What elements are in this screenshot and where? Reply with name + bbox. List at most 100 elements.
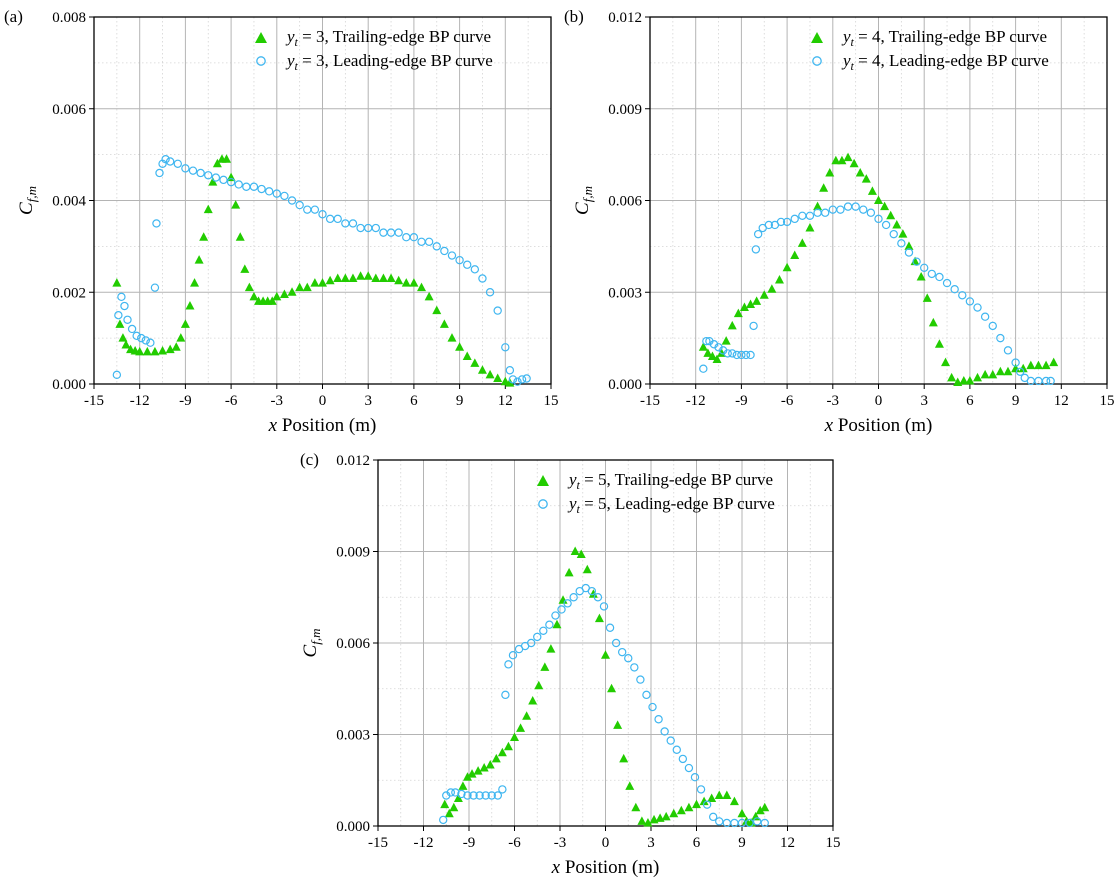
data-point-triangle [855, 167, 865, 177]
legend-text: = 5, Trailing-edge BP curve [580, 470, 773, 489]
x-axis-var: x [268, 415, 278, 436]
data-point-circle [912, 257, 921, 266]
x-tick-label: 12 [1054, 393, 1069, 409]
data-point-circle [836, 205, 845, 214]
data-point-triangle [158, 345, 168, 355]
data-point-circle [702, 800, 712, 809]
x-axis-var: x [551, 857, 561, 878]
data-point-triangle [699, 796, 709, 806]
data-point-triangle [470, 358, 480, 367]
data-point-circle [114, 310, 123, 320]
legend-marker-circle [256, 56, 266, 66]
data-point-circle [463, 260, 472, 269]
data-point-circle [660, 727, 669, 736]
data-point-circle [752, 817, 762, 826]
data-point-triangle [564, 567, 574, 577]
data-point-circle [117, 292, 126, 302]
data-point-circle [958, 291, 967, 300]
legend-label: yt = 4, Leading-edge BP curve [841, 51, 1049, 73]
data-point-circle [424, 237, 434, 246]
data-point-circle [120, 301, 129, 311]
data-point-circle [112, 370, 122, 380]
y-tick-label: 0.000 [52, 377, 86, 393]
data-point-circle [356, 223, 365, 233]
data-point-circle [708, 812, 718, 822]
data-point-circle [188, 166, 198, 175]
legend-var: y [285, 27, 295, 46]
data-point-triangle [1026, 360, 1036, 370]
data-point-circle [318, 210, 327, 219]
data-point-triangle [272, 291, 282, 301]
data-point-triangle [755, 805, 765, 815]
data-point-circle [859, 205, 868, 214]
data-point-circle [741, 350, 751, 360]
data-point-circle [394, 228, 403, 237]
data-point-circle [569, 593, 578, 602]
panel-label: (c) [300, 450, 319, 469]
legend-text: = 3, Trailing-edge BP curve [298, 27, 491, 46]
data-point-circle [310, 205, 320, 214]
data-point-triangle [831, 155, 841, 165]
data-point-triangle [782, 262, 792, 272]
data-point-circle [219, 175, 228, 185]
data-point-triangle [231, 200, 241, 209]
data-point-circle [980, 312, 990, 321]
data-point-triangle [759, 290, 769, 299]
data-point-triangle [928, 317, 938, 327]
data-point-circle [732, 350, 742, 360]
data-point-triangle [333, 273, 343, 282]
panel-label: (a) [4, 7, 23, 26]
data-point-triangle [594, 613, 604, 623]
data-point-circle [617, 647, 627, 657]
data-point-circle [155, 168, 164, 178]
data-point-triangle [222, 154, 232, 163]
data-point-triangle [1018, 363, 1028, 373]
data-point-triangle [497, 747, 507, 757]
legend-sub: t [851, 35, 855, 49]
plot-frame [377, 459, 834, 827]
data-point-triangle [837, 155, 847, 165]
series-leading-edge [112, 155, 531, 386]
x-tick-label: 3 [364, 393, 372, 409]
data-point-circle [432, 242, 441, 251]
data-point-triangle [941, 357, 951, 367]
data-point-circle [501, 690, 510, 700]
data-point-circle [379, 228, 388, 237]
data-point-triangle [867, 186, 877, 195]
x-tick-label: -3 [827, 393, 840, 409]
data-point-circle [242, 182, 251, 191]
data-point-triangle [479, 763, 489, 772]
data-point-triangle [363, 271, 373, 280]
x-tick-label: 12 [498, 393, 513, 409]
data-point-triangle [302, 282, 312, 292]
data-point-circle [470, 265, 480, 274]
data-point-triangle [371, 273, 381, 282]
series-trailing-edge [698, 152, 1059, 386]
data-point-circle [805, 211, 815, 220]
data-point-circle [790, 214, 799, 224]
data-point-triangle [760, 802, 770, 812]
y-tick-label: 0.008 [52, 10, 86, 26]
legend-sub: t [295, 35, 299, 49]
data-point-circle [513, 377, 522, 386]
data-point-circle [1011, 358, 1020, 367]
data-point-circle [904, 248, 914, 257]
data-point-circle [749, 321, 758, 331]
x-axis-var: x [824, 415, 834, 436]
data-point-triangle [485, 369, 495, 379]
data-point-circle [504, 660, 513, 669]
data-point-triangle [669, 808, 679, 818]
data-point-circle [545, 620, 554, 629]
data-point-triangle [965, 375, 975, 385]
data-point-circle [690, 773, 700, 782]
data-point-circle [469, 791, 478, 800]
data-point-circle [226, 177, 236, 187]
data-point-triangle [733, 308, 743, 318]
data-point-circle [866, 208, 876, 217]
x-tick-label: 3 [647, 835, 655, 851]
legend-marker-circle [538, 499, 548, 509]
data-point-triangle [212, 158, 222, 168]
data-point-triangle [118, 333, 128, 342]
data-point-triangle [861, 174, 871, 183]
data-point-triangle [417, 282, 427, 292]
